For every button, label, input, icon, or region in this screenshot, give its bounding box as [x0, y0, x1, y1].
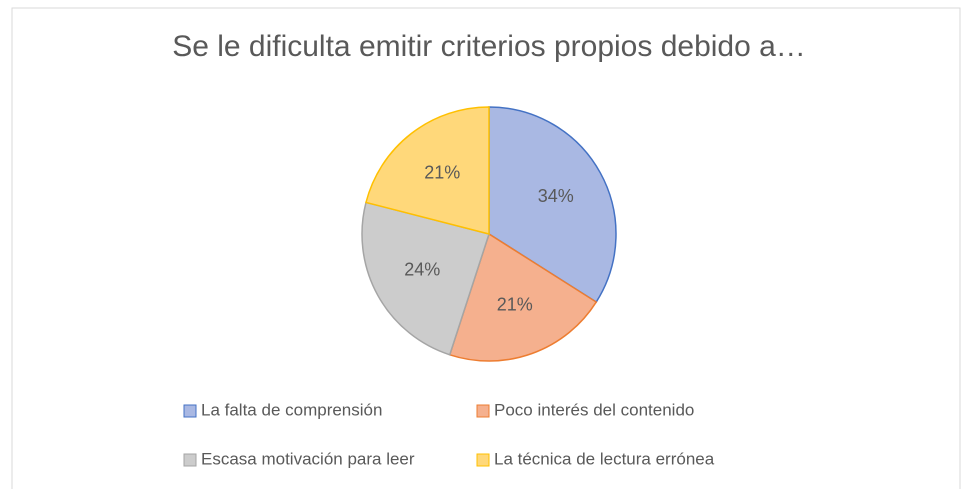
data-label: 21% — [497, 294, 533, 314]
legend-swatch — [183, 404, 197, 418]
legend-label: La técnica de lectura errónea — [494, 449, 715, 468]
legend-swatch — [183, 453, 197, 467]
legend-label: Escasa motivación para leer — [201, 449, 415, 468]
data-label: 34% — [538, 186, 574, 206]
legend-label: La falta de comprensión — [201, 400, 382, 419]
chart-title: Se le dificulta emitir criterios propios… — [172, 30, 806, 63]
pie-slice — [365, 106, 490, 235]
data-label: 24% — [404, 259, 440, 279]
legend-swatch — [476, 453, 490, 467]
pie-slice — [448, 232, 598, 362]
legend-label: Poco interés del contenido — [494, 400, 694, 419]
pie-slice — [361, 201, 490, 356]
legend-swatch — [476, 404, 490, 418]
data-label: 21% — [424, 163, 460, 183]
